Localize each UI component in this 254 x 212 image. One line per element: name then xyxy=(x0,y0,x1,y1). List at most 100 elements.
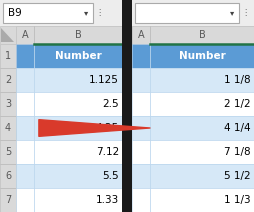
Bar xyxy=(34,188,122,212)
Text: 5: 5 xyxy=(5,147,11,157)
Text: 1: 1 xyxy=(5,51,11,61)
Bar xyxy=(16,92,34,116)
Bar xyxy=(34,26,122,44)
Bar xyxy=(34,44,122,68)
Bar xyxy=(132,26,150,44)
Text: A: A xyxy=(138,30,144,40)
Polygon shape xyxy=(1,28,14,42)
Bar xyxy=(132,164,150,188)
Bar xyxy=(132,116,150,140)
Bar xyxy=(132,44,150,68)
Bar xyxy=(150,26,254,44)
Bar xyxy=(34,44,122,68)
Bar xyxy=(0,44,16,68)
Bar xyxy=(132,92,150,116)
Bar xyxy=(34,92,122,116)
Text: ⋮: ⋮ xyxy=(95,8,103,18)
Bar xyxy=(0,164,16,188)
Bar xyxy=(16,140,34,164)
Text: ▾: ▾ xyxy=(84,8,88,18)
Bar xyxy=(150,116,254,140)
Bar xyxy=(34,164,122,188)
Bar xyxy=(150,92,254,116)
Text: 7.12: 7.12 xyxy=(96,147,119,157)
Bar xyxy=(34,116,122,140)
Bar xyxy=(16,92,34,116)
Bar xyxy=(34,140,122,164)
Bar xyxy=(34,68,122,92)
Bar xyxy=(0,116,16,140)
Bar xyxy=(16,26,34,44)
Text: 5 1/2: 5 1/2 xyxy=(224,171,251,181)
Bar xyxy=(150,68,254,92)
Text: 1 1/3: 1 1/3 xyxy=(224,195,251,205)
Bar xyxy=(150,44,254,68)
Bar xyxy=(0,68,16,92)
Bar xyxy=(132,164,150,188)
Text: B9: B9 xyxy=(8,8,22,18)
Bar xyxy=(34,164,122,188)
Text: 7 1/8: 7 1/8 xyxy=(224,147,251,157)
Bar xyxy=(132,68,150,92)
Text: 5.5: 5.5 xyxy=(102,171,119,181)
Bar xyxy=(3,3,93,23)
Bar xyxy=(0,188,16,212)
Bar xyxy=(0,188,16,212)
Bar xyxy=(132,188,150,212)
Text: ▾: ▾ xyxy=(230,8,234,18)
Bar xyxy=(150,164,254,188)
Bar xyxy=(16,164,34,188)
Text: A: A xyxy=(22,30,28,40)
Bar xyxy=(150,68,254,92)
Bar xyxy=(132,116,150,140)
Bar xyxy=(0,92,16,116)
Bar xyxy=(16,140,34,164)
Text: 1.125: 1.125 xyxy=(89,75,119,85)
Text: B: B xyxy=(75,30,81,40)
Text: 4.25: 4.25 xyxy=(96,123,119,133)
Text: 1 1/8: 1 1/8 xyxy=(224,75,251,85)
Bar xyxy=(150,92,254,116)
Bar xyxy=(34,92,122,116)
Text: B: B xyxy=(199,30,205,40)
Bar xyxy=(16,188,34,212)
Bar xyxy=(150,116,254,140)
Bar xyxy=(0,68,16,92)
Bar xyxy=(0,0,254,26)
Bar xyxy=(122,0,132,212)
Bar xyxy=(150,164,254,188)
Bar xyxy=(34,188,122,212)
Bar xyxy=(34,116,122,140)
Bar xyxy=(0,44,16,68)
Bar xyxy=(0,164,16,188)
Bar xyxy=(132,68,150,92)
Bar xyxy=(34,26,122,44)
Text: Number: Number xyxy=(179,51,225,61)
Bar xyxy=(16,116,34,140)
Bar xyxy=(150,188,254,212)
Bar xyxy=(0,92,16,116)
Bar xyxy=(34,68,122,92)
Bar xyxy=(16,188,34,212)
Bar xyxy=(132,140,150,164)
Bar xyxy=(132,26,150,44)
Text: Number: Number xyxy=(55,51,101,61)
Bar xyxy=(0,140,16,164)
Bar xyxy=(150,140,254,164)
Bar xyxy=(0,140,16,164)
Text: 4 1/4: 4 1/4 xyxy=(224,123,251,133)
Bar xyxy=(0,26,16,44)
Bar xyxy=(132,44,150,68)
Bar xyxy=(16,44,34,68)
Bar xyxy=(16,68,34,92)
Bar xyxy=(16,164,34,188)
Bar xyxy=(150,188,254,212)
Bar xyxy=(135,3,239,23)
Bar xyxy=(34,140,122,164)
Text: 1.33: 1.33 xyxy=(96,195,119,205)
Bar xyxy=(150,44,254,68)
Bar xyxy=(0,116,16,140)
Bar xyxy=(16,68,34,92)
Bar xyxy=(132,140,150,164)
Bar xyxy=(16,26,34,44)
